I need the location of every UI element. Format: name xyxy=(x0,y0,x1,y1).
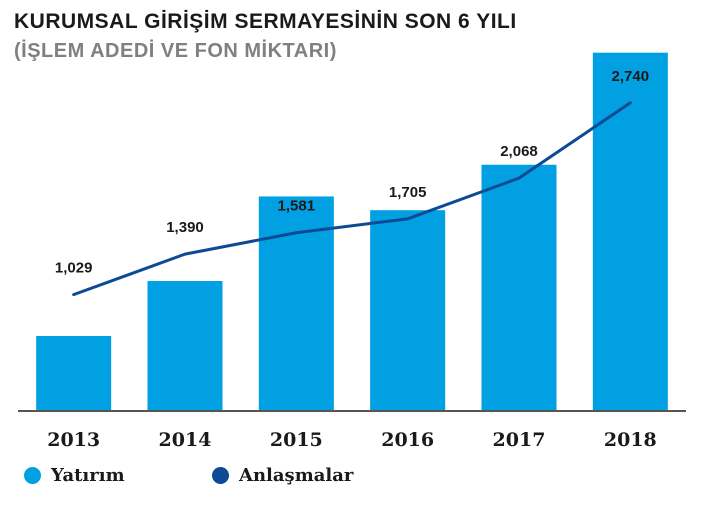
anlasmalar-line xyxy=(72,101,632,297)
x-tick-label-2018: 2018 xyxy=(604,429,657,451)
bar-2014 xyxy=(147,281,223,410)
legend-item-yatirim: Yatırım xyxy=(24,465,125,486)
x-tick-label-2016: 2016 xyxy=(381,429,434,451)
bar-2017 xyxy=(481,164,557,410)
x-tick-label-2015: 2015 xyxy=(270,429,323,451)
chart-title: KURUMSAL GİRİŞİM SERMAYESİNİN SON 6 YILI xyxy=(14,10,517,33)
data-label-2015: 1,581 xyxy=(278,198,316,215)
chart-subtitle: (İŞLEM ADEDİ VE FON MİKTARI) xyxy=(14,40,337,62)
anlasmalar-legend-swatch xyxy=(212,467,229,484)
legend-item-anlasmalar: Anlaşmalar xyxy=(212,465,353,486)
bar-2013 xyxy=(36,336,112,410)
x-tick-label-2014: 2014 xyxy=(159,429,212,451)
yatirim-legend-swatch xyxy=(24,467,41,484)
bar-2016 xyxy=(370,210,446,410)
data-label-2016: 1,705 xyxy=(389,184,427,201)
legend-label-yatirim: Yatırım xyxy=(51,465,125,486)
legend-label-anlasmalar: Anlaşmalar xyxy=(239,465,354,486)
data-label-2013: 1,029 xyxy=(55,260,93,277)
x-tick-label-2013: 2013 xyxy=(47,429,100,451)
data-label-2017: 2,068 xyxy=(500,143,538,160)
bar-2018 xyxy=(592,52,668,410)
data-label-2018: 2,740 xyxy=(612,68,650,85)
x-tick-label-2017: 2017 xyxy=(493,429,546,451)
data-label-2014: 1,390 xyxy=(166,219,204,236)
